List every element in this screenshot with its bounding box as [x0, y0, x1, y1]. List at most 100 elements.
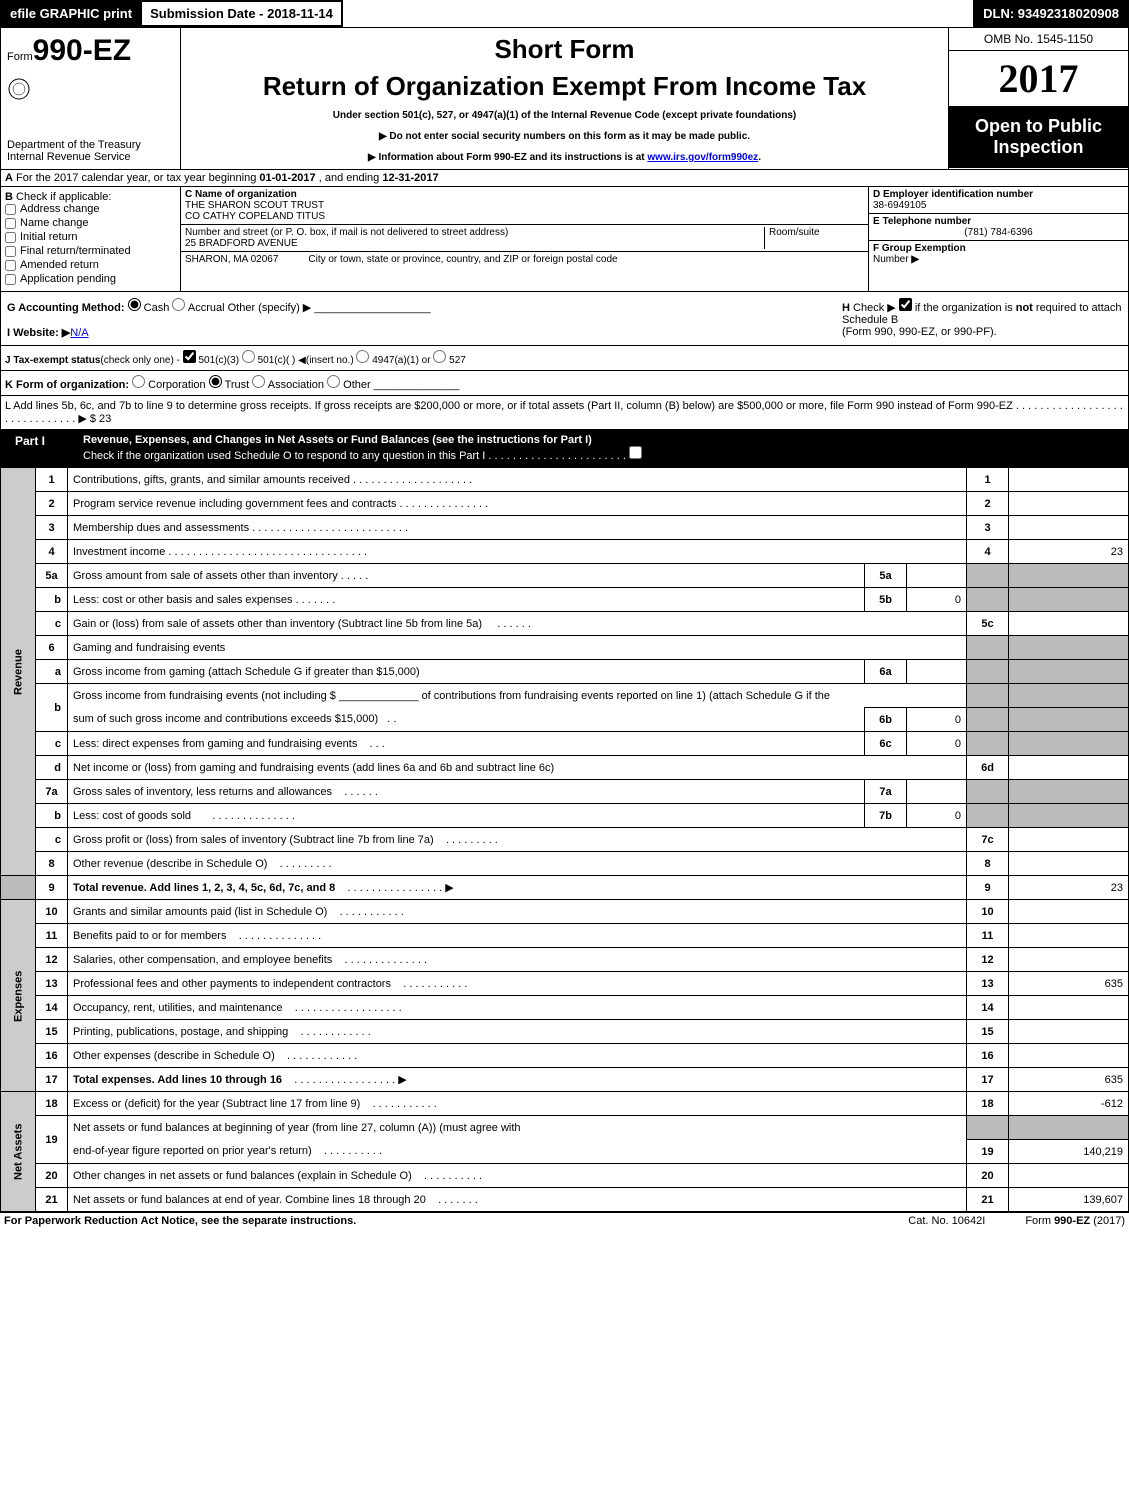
line-5a-sm: 5a — [865, 564, 907, 588]
radio-cash[interactable] — [128, 298, 141, 311]
line-i-label: I Website: ▶ — [7, 327, 70, 339]
line-6a-num: a — [36, 660, 68, 684]
cb-501c[interactable] — [242, 350, 255, 363]
side-revenue: Revenue — [1, 468, 36, 876]
line-1-num: 1 — [36, 468, 68, 492]
line-6d-num: d — [36, 756, 68, 780]
line-7c-num: c — [36, 828, 68, 852]
side-net-assets: Net Assets — [1, 1092, 36, 1212]
part-1-check: Check if the organization used Schedule … — [83, 450, 485, 462]
line-6d-col: 6d — [967, 756, 1009, 780]
irs-gov-link[interactable]: www.irs.gov/form990ez — [647, 152, 758, 163]
opt-corporation: Corporation — [148, 379, 205, 391]
line-21-val: 139,607 — [1009, 1188, 1129, 1212]
line-17-desc: Total expenses. Add lines 10 through 16 — [73, 1074, 282, 1086]
cb-initial-return[interactable] — [5, 232, 16, 243]
part-1-header: Part I Revenue, Expenses, and Changes in… — [0, 430, 1129, 467]
radio-accrual[interactable] — [172, 298, 185, 311]
cb-schedule-b-not-required[interactable] — [899, 298, 912, 311]
box-b-label: Check if applicable: — [16, 191, 111, 203]
cb-527[interactable] — [433, 350, 446, 363]
line-6b-desc3: sum of such gross income and contributio… — [73, 713, 378, 725]
opt-final-return: Final return/terminated — [20, 245, 131, 257]
line-15-num: 15 — [36, 1020, 68, 1044]
shade-cell — [1009, 780, 1129, 804]
line-g-label: G Accounting Method: — [7, 302, 125, 314]
radio-association[interactable] — [252, 375, 265, 388]
line-15-col: 15 — [967, 1020, 1009, 1044]
cb-4947a1[interactable] — [356, 350, 369, 363]
shade-cell — [1009, 564, 1129, 588]
line-4-num: 4 — [36, 540, 68, 564]
line-k: K Form of organization: Corporation Trus… — [0, 371, 1129, 396]
line-5b-smval: 0 — [907, 588, 967, 612]
website-link[interactable]: N/A — [70, 327, 88, 339]
line-7a-desc: Gross sales of inventory, less returns a… — [73, 786, 332, 798]
cb-amended-return[interactable] — [5, 260, 16, 271]
opt-cash: Cash — [144, 302, 170, 314]
line-16-col: 16 — [967, 1044, 1009, 1068]
submission-date: Submission Date - 2018-11-14 — [142, 0, 343, 27]
efile-print-button[interactable]: efile GRAPHIC print — [0, 0, 142, 27]
line-5a-desc: Gross amount from sale of assets other t… — [73, 570, 338, 582]
cb-schedule-o-part1[interactable] — [629, 446, 642, 459]
opt-address-change: Address change — [20, 203, 100, 215]
line-7a-num: 7a — [36, 780, 68, 804]
line-20-desc: Other changes in net assets or fund bala… — [73, 1170, 412, 1182]
line-10-num: 10 — [36, 900, 68, 924]
shade-cell — [967, 780, 1009, 804]
cb-application-pending[interactable] — [5, 274, 16, 285]
line-6c-desc: Less: direct expenses from gaming and fu… — [73, 738, 357, 750]
line-12-desc: Salaries, other compensation, and employ… — [73, 954, 332, 966]
line-5c-col: 5c — [967, 612, 1009, 636]
line-18-desc: Excess or (deficit) for the year (Subtra… — [73, 1098, 360, 1110]
line-h: H Check ▶ if the organization is not req… — [842, 298, 1122, 339]
footer-form: Form 990-EZ (2017) — [1025, 1215, 1125, 1227]
radio-other[interactable] — [327, 375, 340, 388]
opt-527: 527 — [449, 355, 466, 366]
irs-label: Internal Revenue Service — [7, 151, 174, 163]
radio-corporation[interactable] — [132, 375, 145, 388]
line-6c-num: c — [36, 732, 68, 756]
opt-501c: 501(c)( ) — [258, 355, 296, 366]
line-j: J Tax-exempt status(check only one) - 50… — [0, 346, 1129, 371]
header-middle: Short Form Return of Organization Exempt… — [181, 28, 948, 169]
line-7c-col: 7c — [967, 828, 1009, 852]
cb-final-return[interactable] — [5, 246, 16, 257]
line-12-col: 12 — [967, 948, 1009, 972]
shade-cell — [967, 732, 1009, 756]
open-to-public: Open to Public Inspection — [949, 106, 1128, 168]
line-6c-sm: 6c — [865, 732, 907, 756]
part-1-label: Part I — [1, 430, 79, 466]
line-3-val — [1009, 516, 1129, 540]
top-bar: efile GRAPHIC print Submission Date - 20… — [0, 0, 1129, 27]
cb-501c3[interactable] — [183, 350, 196, 363]
treasury-seal-icon — [7, 77, 31, 101]
line-21-num: 21 — [36, 1188, 68, 1212]
org-name-2: CO CATHY COPELAND TITUS — [185, 211, 864, 222]
cb-name-change[interactable] — [5, 218, 16, 229]
shade-cell — [967, 684, 1009, 708]
form-header: Form990-EZ Department of the Treasury In… — [0, 27, 1129, 170]
open-line2: Inspection — [953, 137, 1124, 158]
line-j-label: J Tax-exempt status — [5, 355, 100, 366]
header-right: OMB No. 1545-1150 2017 Open to Public In… — [948, 28, 1128, 169]
line-h-label: H — [842, 302, 850, 314]
cb-address-change[interactable] — [5, 204, 16, 215]
box-f-label2: Number — [873, 254, 909, 265]
line-9-num: 9 — [36, 876, 68, 900]
page-footer: For Paperwork Reduction Act Notice, see … — [0, 1212, 1129, 1229]
info-pre: ▶ Information about Form 990-EZ and its … — [368, 152, 647, 163]
line-5c-desc: Gain or (loss) from sale of assets other… — [73, 618, 482, 630]
radio-trust[interactable] — [209, 375, 222, 388]
line-20-col: 20 — [967, 1164, 1009, 1188]
line-7c-val — [1009, 828, 1129, 852]
line-8-col: 8 — [967, 852, 1009, 876]
side-expenses: Expenses — [1, 900, 36, 1092]
tax-year-begin: 01-01-2017 — [259, 172, 315, 184]
line-13-num: 13 — [36, 972, 68, 996]
line-14-col: 14 — [967, 996, 1009, 1020]
opt-initial-return: Initial return — [20, 231, 77, 243]
line-8-desc: Other revenue (describe in Schedule O) — [73, 858, 267, 870]
shade-cell — [1009, 1116, 1129, 1140]
